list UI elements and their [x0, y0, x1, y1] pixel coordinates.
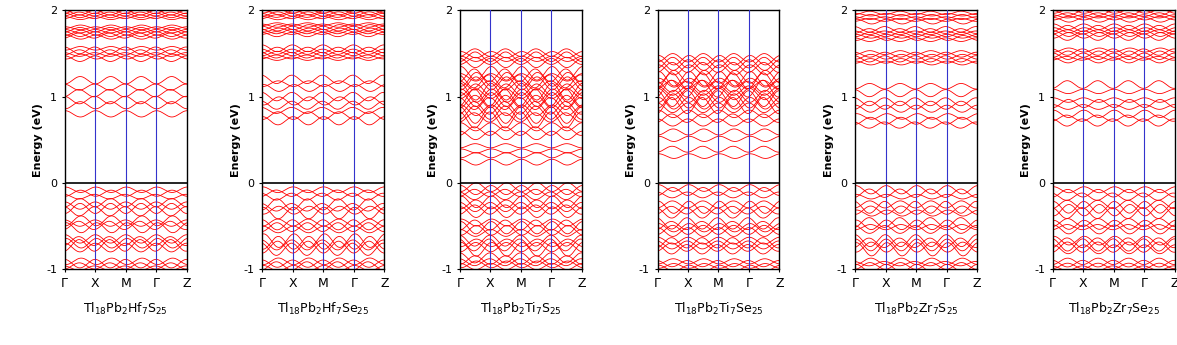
X-axis label: Tl$_{18}$Pb$_2$Hf$_7$Se$_{25}$: Tl$_{18}$Pb$_2$Hf$_7$Se$_{25}$	[278, 301, 370, 317]
Y-axis label: Energy (eV): Energy (eV)	[33, 103, 44, 177]
Y-axis label: Energy (eV): Energy (eV)	[428, 103, 439, 177]
Y-axis label: Energy (eV): Energy (eV)	[824, 103, 833, 177]
X-axis label: Tl$_{18}$Pb$_2$Zr$_7$Se$_{25}$: Tl$_{18}$Pb$_2$Zr$_7$Se$_{25}$	[1068, 301, 1159, 317]
Y-axis label: Energy (eV): Energy (eV)	[626, 103, 636, 177]
X-axis label: Tl$_{18}$Pb$_2$Ti$_7$Se$_{25}$: Tl$_{18}$Pb$_2$Ti$_7$Se$_{25}$	[673, 301, 763, 317]
X-axis label: Tl$_{18}$Pb$_2$Ti$_7$S$_{25}$: Tl$_{18}$Pb$_2$Ti$_7$S$_{25}$	[480, 301, 561, 317]
Y-axis label: Energy (eV): Energy (eV)	[231, 103, 241, 177]
X-axis label: Tl$_{18}$Pb$_2$Zr$_7$S$_{25}$: Tl$_{18}$Pb$_2$Zr$_7$S$_{25}$	[873, 301, 958, 317]
Y-axis label: Energy (eV): Energy (eV)	[1022, 103, 1031, 177]
X-axis label: Tl$_{18}$Pb$_2$Hf$_7$S$_{25}$: Tl$_{18}$Pb$_2$Hf$_7$S$_{25}$	[84, 301, 168, 317]
